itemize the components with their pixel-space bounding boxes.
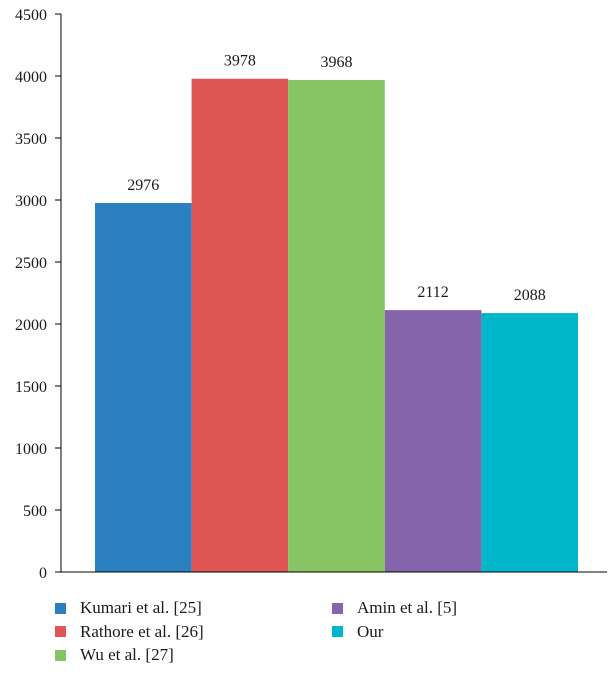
y-tick-label: 4500	[15, 7, 47, 24]
y-tick-label: 4000	[15, 69, 47, 86]
y-tick-label: 3000	[15, 193, 47, 210]
data-labels: 2976 3978 3968 2112 2088	[127, 53, 545, 304]
legend-swatch	[55, 626, 66, 637]
bar-value-label: 3968	[321, 54, 353, 71]
y-tick-label: 500	[23, 503, 47, 520]
y-axis-ticks: 0 500 1000 1500 2000 2500 3000 3500 4000 4500	[15, 7, 61, 582]
y-tick-label: 3500	[15, 131, 47, 148]
legend-swatch	[55, 649, 66, 661]
bar	[481, 313, 578, 572]
bar	[288, 79, 385, 572]
bar	[191, 78, 289, 572]
y-tick-label: 2500	[15, 255, 47, 272]
legend-label: Kumari et al. [25]	[80, 598, 202, 617]
bar	[95, 202, 192, 572]
legend-swatch	[332, 626, 343, 637]
legend-item: Our	[332, 622, 383, 642]
legend-label: Our	[357, 621, 384, 641]
bar-value-label: 2112	[417, 284, 448, 301]
legend-label: Amin et al. [5]	[357, 598, 458, 617]
y-tick-label: 2000	[15, 317, 47, 334]
bar-value-label: 2976	[127, 177, 159, 194]
bar-value-label: 2088	[514, 287, 546, 304]
legend-label: Wu et al. [27]	[80, 645, 174, 664]
bars	[95, 78, 578, 572]
bar	[384, 310, 482, 572]
y-tick-label: 1000	[15, 441, 47, 458]
legend-item: Wu et al. [27]	[55, 645, 174, 665]
legend-swatch	[55, 602, 66, 614]
y-tick-label: 0	[39, 565, 47, 582]
legend-item: Rathore et al. [26]	[55, 622, 204, 642]
bar-value-label: 3978	[224, 53, 256, 70]
legend-label: Rathore et al. [26]	[80, 621, 204, 641]
legend-item: Amin et al. [5]	[332, 598, 457, 618]
y-tick-label: 1500	[15, 379, 47, 396]
legend-swatch	[332, 602, 343, 614]
legend-item: Kumari et al. [25]	[55, 598, 202, 618]
